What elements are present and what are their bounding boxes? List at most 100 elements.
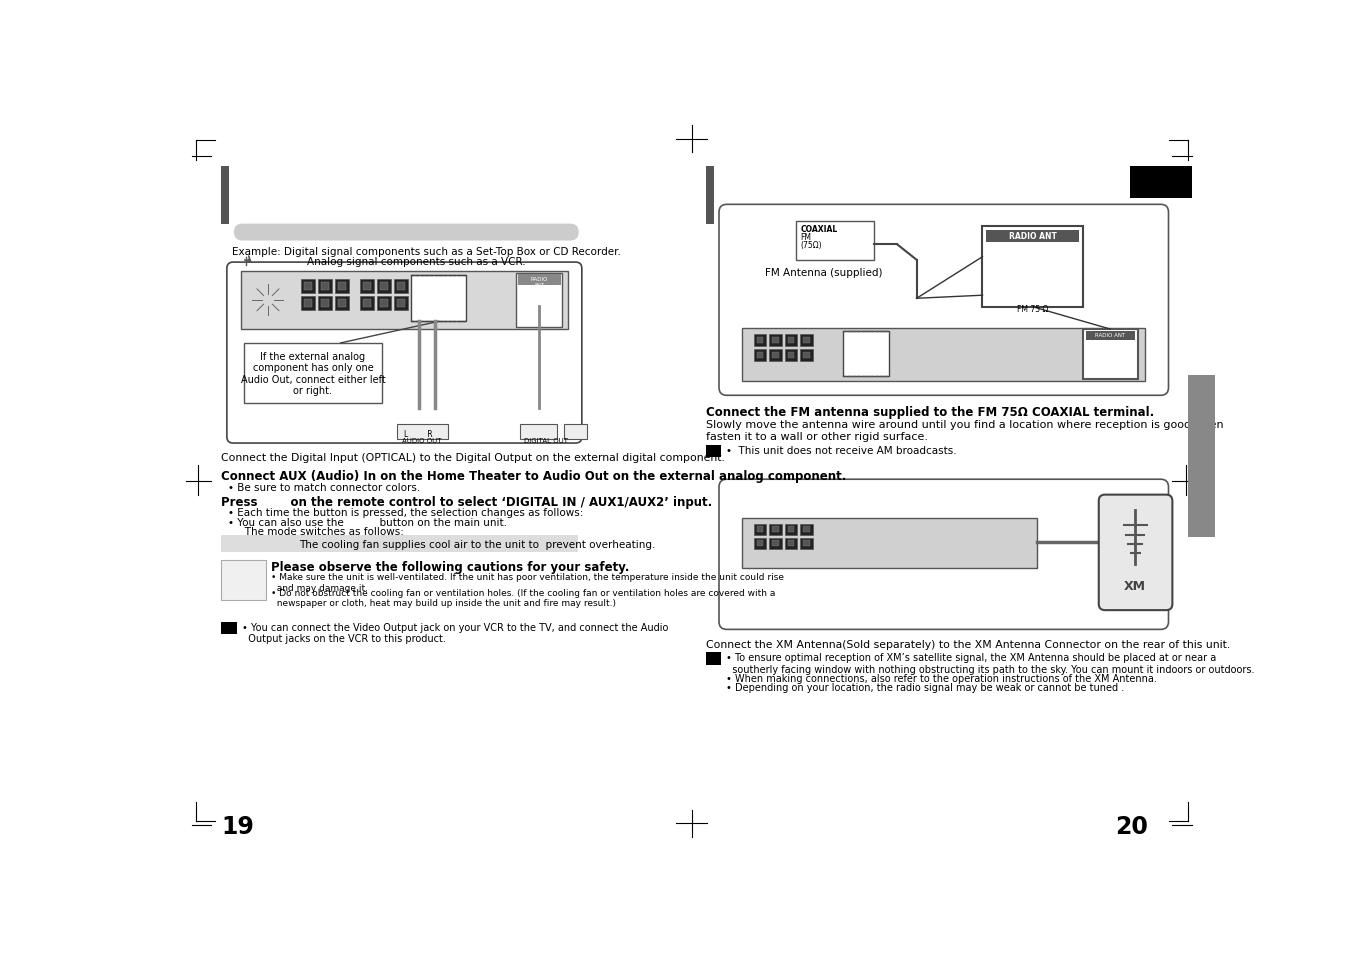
- Text: • When making connections, also refer to the operation instructions of the XM An: • When making connections, also refer to…: [726, 673, 1157, 682]
- Text: • Be sure to match connector colors.: • Be sure to match connector colors.: [228, 482, 420, 492]
- Bar: [319, 280, 332, 294]
- Bar: [321, 283, 329, 291]
- Circle shape: [234, 571, 252, 589]
- Bar: [801, 538, 813, 549]
- Bar: [1085, 332, 1135, 340]
- Bar: [335, 280, 350, 294]
- Circle shape: [431, 416, 439, 424]
- Text: • You can also use the           button on the main unit.: • You can also use the button on the mai…: [228, 517, 506, 527]
- Text: The mode switches as follows:: The mode switches as follows:: [235, 527, 404, 537]
- Circle shape: [904, 340, 914, 350]
- Bar: [842, 332, 890, 376]
- Text: • Depending on your location, the radio signal may be weak or cannot be tuned .: • Depending on your location, the radio …: [726, 682, 1125, 692]
- Text: Connect the FM antenna supplied to the FM 75Ω COAXIAL terminal.: Connect the FM antenna supplied to the F…: [706, 405, 1154, 418]
- Circle shape: [1019, 263, 1046, 291]
- Bar: [706, 653, 721, 665]
- Bar: [796, 222, 873, 260]
- Circle shape: [1103, 353, 1118, 368]
- Bar: [983, 227, 1083, 308]
- Bar: [769, 335, 782, 347]
- Text: FM Antenna (supplied): FM Antenna (supplied): [765, 268, 883, 278]
- Bar: [743, 518, 1037, 568]
- Circle shape: [1026, 271, 1040, 283]
- Circle shape: [873, 550, 879, 555]
- Text: • Make sure the unit is well-ventilated. If the unit has poor ventilation, the t: • Make sure the unit is well-ventilated.…: [271, 573, 784, 592]
- Bar: [753, 524, 767, 535]
- Circle shape: [904, 360, 914, 370]
- Circle shape: [429, 408, 440, 418]
- Bar: [772, 337, 779, 344]
- Text: • Do not obstruct the cooling fan or ventilation holes. (If the cooling fan or v: • Do not obstruct the cooling fan or ven…: [271, 588, 775, 608]
- Bar: [772, 353, 779, 359]
- Bar: [221, 536, 578, 553]
- Bar: [397, 424, 448, 439]
- Bar: [1083, 330, 1138, 379]
- Bar: [516, 274, 563, 328]
- Text: Analog signal components such as a VCR.: Analog signal components such as a VCR.: [306, 256, 525, 267]
- Bar: [394, 296, 408, 311]
- Text: Please observe the following cautions for your safety.: Please observe the following cautions fo…: [271, 560, 629, 574]
- Bar: [397, 300, 405, 308]
- Bar: [221, 622, 238, 635]
- Text: •  This unit does not receive AM broadcasts.: • This unit does not receive AM broadcas…: [726, 445, 957, 456]
- Bar: [240, 272, 568, 330]
- Bar: [753, 538, 767, 549]
- Circle shape: [873, 531, 879, 536]
- Bar: [335, 296, 350, 311]
- Text: RADIO
ANT: RADIO ANT: [531, 276, 548, 288]
- Bar: [394, 280, 408, 294]
- Circle shape: [886, 529, 895, 538]
- Circle shape: [921, 343, 925, 348]
- Bar: [803, 527, 810, 533]
- Text: Connect the XM Antenna(Sold separately) to the XM Antenna Connector on the rear : Connect the XM Antenna(Sold separately) …: [706, 639, 1230, 649]
- Circle shape: [252, 285, 284, 315]
- Circle shape: [921, 363, 925, 368]
- Bar: [788, 540, 794, 547]
- Text: Connect AUX (Audio) In on the Home Theater to Audio Out on the external analog c: Connect AUX (Audio) In on the Home Theat…: [221, 470, 846, 483]
- Circle shape: [495, 286, 506, 296]
- Bar: [381, 283, 387, 291]
- FancyBboxPatch shape: [1099, 496, 1172, 611]
- Bar: [753, 350, 767, 362]
- Bar: [301, 280, 315, 294]
- Text: FM: FM: [801, 233, 811, 242]
- Bar: [757, 337, 763, 344]
- Ellipse shape: [840, 238, 853, 249]
- Circle shape: [860, 531, 865, 536]
- Bar: [221, 167, 230, 224]
- Circle shape: [485, 308, 490, 313]
- Bar: [381, 300, 387, 308]
- Bar: [360, 280, 374, 294]
- Text: RADIO ANT: RADIO ANT: [1095, 333, 1126, 337]
- Text: Slowly move the antenna wire around until you find a location where reception is: Slowly move the antenna wire around unti…: [706, 419, 1223, 441]
- Circle shape: [239, 575, 248, 584]
- Circle shape: [535, 410, 544, 419]
- Text: XM: XM: [1125, 579, 1146, 593]
- Bar: [803, 353, 810, 359]
- Circle shape: [857, 547, 867, 557]
- Circle shape: [468, 286, 479, 296]
- Bar: [412, 275, 466, 322]
- Circle shape: [1096, 347, 1125, 375]
- Bar: [304, 283, 312, 291]
- Bar: [784, 524, 798, 535]
- Circle shape: [482, 286, 493, 296]
- Text: Example: Digital signal components such as a Set-Top Box or CD Recorder.: Example: Digital signal components such …: [232, 247, 621, 256]
- Bar: [757, 540, 763, 547]
- Text: Connect the Digital Input (OPTICAL) to the Digital Output on the external digita: Connect the Digital Input (OPTICAL) to t…: [221, 453, 725, 463]
- Bar: [987, 231, 1080, 243]
- Text: Press        on the remote control to select ‘DIGITAL IN / AUX1/AUX2’ input.: Press on the remote control to select ‘D…: [221, 496, 713, 509]
- Bar: [319, 296, 332, 311]
- Text: DIGITAL OUT: DIGITAL OUT: [524, 437, 568, 443]
- Bar: [339, 283, 346, 291]
- Circle shape: [413, 408, 424, 418]
- Bar: [788, 353, 794, 359]
- Circle shape: [528, 296, 551, 320]
- Text: AUDIO OUT: AUDIO OUT: [402, 437, 441, 443]
- Bar: [1188, 375, 1215, 537]
- Bar: [221, 560, 266, 600]
- Bar: [244, 344, 382, 403]
- Circle shape: [500, 289, 504, 294]
- Circle shape: [416, 416, 423, 424]
- Circle shape: [872, 547, 882, 557]
